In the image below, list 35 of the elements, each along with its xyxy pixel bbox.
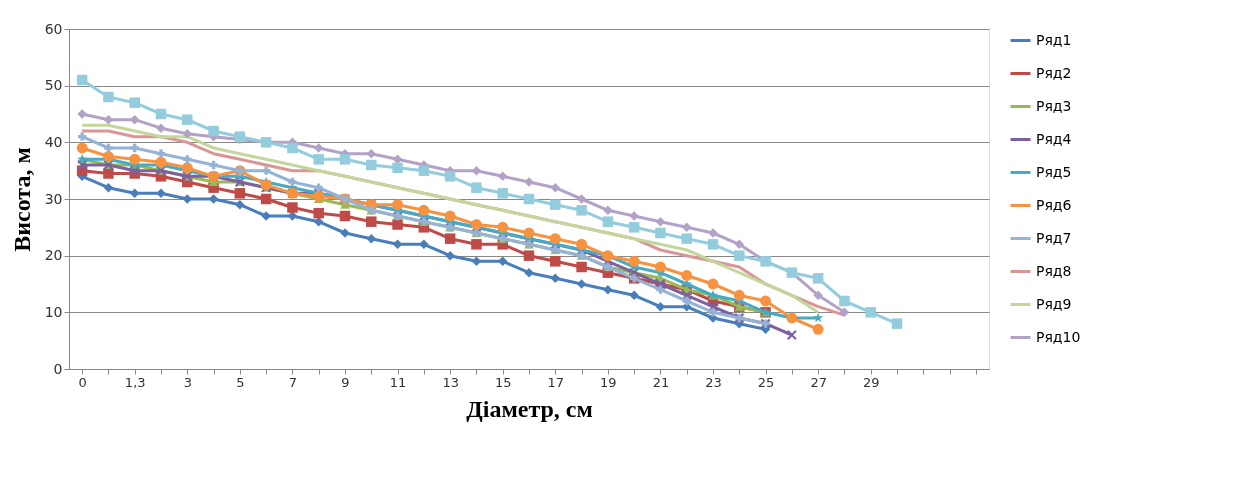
x-tick-label: 5 <box>236 374 245 390</box>
y-tick-label: 10 <box>44 303 63 320</box>
x-tick-label: 27 <box>810 374 827 390</box>
x-tick-label: 1,3 <box>124 374 146 390</box>
y-tick-label: 60 <box>44 20 63 37</box>
legend-label: Ряд2 <box>1036 64 1072 81</box>
x-tick-label: 19 <box>600 374 617 390</box>
x-tick-label: 11 <box>389 374 407 390</box>
y-axis-title: Висота, м <box>8 147 35 252</box>
y-tick-label: 30 <box>44 190 63 207</box>
x-tick-label: 15 <box>494 374 512 390</box>
x-axis-title: Діаметр, см <box>466 395 593 422</box>
y-tick-label: 20 <box>44 247 63 264</box>
legend-label: Ряд10 <box>1036 328 1081 345</box>
x-tick-label: 3 <box>183 374 192 390</box>
x-tick-label: 7 <box>288 374 298 390</box>
x-tick-label: 0 <box>78 374 87 390</box>
x-tick-label: 23 <box>705 374 722 390</box>
y-tick-label: 0 <box>53 360 63 377</box>
legend-label: Ряд5 <box>1036 163 1072 180</box>
y-tick-label: 40 <box>44 133 63 150</box>
x-tick-label: 29 <box>862 374 880 390</box>
x-tick-label: 17 <box>547 374 565 390</box>
legend-label: Ряд9 <box>1036 295 1072 312</box>
y-tick-label: 50 <box>44 77 63 94</box>
legend-label: Ряд6 <box>1036 196 1072 213</box>
legend-label: Ряд7 <box>1036 229 1072 246</box>
x-tick-label: 25 <box>757 374 775 390</box>
x-tick-label: 13 <box>442 374 459 390</box>
legend-label: Ряд4 <box>1036 130 1072 147</box>
legend-label: Ряд3 <box>1036 97 1072 114</box>
legend-label: Ряд1 <box>1036 31 1072 48</box>
x-tick-label: 9 <box>341 374 350 390</box>
legend-label: Ряд8 <box>1036 262 1072 279</box>
x-tick-label: 21 <box>652 374 670 390</box>
